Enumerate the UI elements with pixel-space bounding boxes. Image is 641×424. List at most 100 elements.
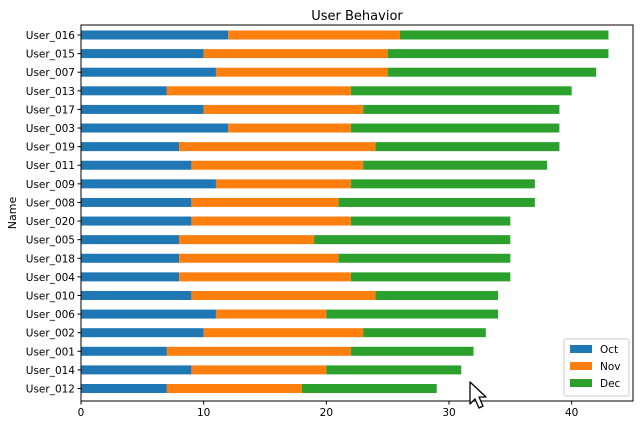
- bar-nov-user_007: [215, 67, 388, 77]
- bar-oct-user_013: [81, 86, 167, 96]
- bar-dec-user_020: [350, 216, 511, 226]
- bar-oct-user_005: [81, 235, 180, 245]
- bars-group: [81, 30, 609, 393]
- y-tick-label: User_003: [26, 123, 75, 135]
- bar-dec-user_012: [301, 384, 437, 393]
- bar-oct-user_017: [81, 104, 204, 114]
- y-tick-label: User_017: [26, 104, 75, 116]
- x-tick-label: 10: [197, 407, 210, 419]
- chart-title: User Behavior: [311, 9, 403, 24]
- legend-label-oct: Oct: [600, 344, 618, 356]
- bar-oct-user_010: [81, 290, 192, 300]
- bar-nov-user_019: [179, 142, 376, 152]
- bar-nov-user_015: [203, 49, 388, 59]
- x-tick-label: 40: [565, 407, 578, 419]
- y-tick-label: User_007: [26, 67, 75, 79]
- bar-oct-user_007: [81, 67, 216, 77]
- bar-nov-user_004: [179, 272, 351, 282]
- x-tick-label: 20: [320, 407, 333, 419]
- bar-dec-user_015: [387, 49, 609, 59]
- bar-nov-user_020: [191, 216, 351, 226]
- bar-nov-user_002: [203, 328, 364, 338]
- bar-dec-user_005: [314, 235, 511, 245]
- legend-label-dec: Dec: [600, 378, 621, 390]
- bar-dec-user_001: [350, 346, 474, 356]
- bar-dec-user_003: [350, 123, 560, 133]
- y-axis-label: Name: [6, 197, 19, 230]
- y-tick-label: User_019: [26, 142, 75, 154]
- bar-dec-user_014: [326, 365, 462, 375]
- legend-label-nov: Nov: [600, 361, 621, 373]
- bar-nov-user_013: [166, 86, 351, 96]
- y-tick-label: User_009: [26, 179, 75, 191]
- bar-nov-user_011: [191, 160, 364, 170]
- bar-dec-user_017: [363, 104, 560, 114]
- bar-dec-user_018: [338, 253, 511, 263]
- y-tick-label: User_002: [26, 328, 75, 340]
- y-tick-label: User_020: [26, 216, 75, 228]
- y-tick-label: User_008: [26, 197, 75, 209]
- bar-oct-user_014: [81, 365, 192, 375]
- bar-nov-user_006: [215, 309, 327, 319]
- bar-oct-user_016: [81, 30, 229, 40]
- mouse-pointer-icon: [469, 381, 487, 409]
- bar-oct-user_009: [81, 179, 216, 189]
- y-tick-label: User_004: [26, 272, 76, 284]
- bar-dec-user_019: [375, 142, 560, 152]
- bar-oct-user_003: [81, 123, 229, 133]
- legend-swatch-dec: [570, 379, 592, 387]
- bar-dec-user_002: [363, 328, 486, 338]
- bar-oct-user_020: [81, 216, 192, 226]
- bar-dec-user_011: [363, 160, 548, 170]
- y-tick-label: User_010: [26, 290, 75, 302]
- y-tick-label: User_015: [26, 49, 75, 61]
- x-tick-label: 0: [78, 407, 85, 419]
- x-ticks-group: 0 10 20 30 40: [78, 401, 578, 419]
- bar-dec-user_016: [399, 30, 609, 40]
- y-tick-label: User_014: [26, 365, 76, 377]
- bar-nov-user_010: [191, 290, 376, 300]
- bar-oct-user_018: [81, 253, 180, 263]
- bar-nov-user_018: [179, 253, 339, 263]
- y-tick-label: User_011: [26, 160, 75, 172]
- y-tick-label: User_018: [26, 253, 75, 265]
- legend: Oct Nov Dec: [563, 338, 630, 397]
- bar-oct-user_004: [81, 272, 180, 282]
- bar-nov-user_003: [228, 123, 351, 133]
- bar-nov-user_016: [228, 30, 400, 40]
- bar-dec-user_004: [350, 272, 511, 282]
- bar-nov-user_017: [203, 104, 364, 114]
- y-tick-label: User_001: [26, 346, 75, 358]
- bar-oct-user_002: [81, 328, 204, 338]
- legend-swatch-oct: [570, 345, 592, 353]
- y-tick-label: User_016: [26, 30, 76, 42]
- bar-dec-user_009: [350, 179, 535, 189]
- bar-dec-user_007: [387, 67, 597, 77]
- bar-nov-user_014: [191, 365, 327, 375]
- y-tick-label: User_013: [26, 86, 75, 98]
- plot-frame: [80, 24, 634, 402]
- bar-oct-user_006: [81, 309, 216, 319]
- bar-dec-user_008: [338, 197, 535, 207]
- x-tick-label: 30: [442, 407, 455, 419]
- bar-oct-user_012: [81, 384, 167, 393]
- bar-oct-user_001: [81, 346, 167, 356]
- y-tick-label: User_012: [26, 384, 75, 396]
- y-tick-label: User_006: [26, 309, 76, 321]
- bar-nov-user_008: [191, 197, 339, 207]
- y-tick-label: User_005: [26, 235, 75, 247]
- bar-dec-user_006: [326, 309, 499, 319]
- bar-nov-user_001: [166, 346, 351, 356]
- legend-swatch-nov: [570, 362, 592, 370]
- bar-nov-user_009: [215, 179, 351, 189]
- bar-nov-user_005: [179, 235, 315, 245]
- bar-dec-user_013: [350, 86, 572, 96]
- bar-nov-user_012: [166, 384, 302, 393]
- bar-oct-user_015: [81, 49, 204, 59]
- bar-oct-user_019: [81, 142, 180, 152]
- bar-oct-user_008: [81, 197, 192, 207]
- y-ticks-group: User_016 User_015 User_007 User_013 User_017…: [26, 30, 81, 396]
- bar-oct-user_011: [81, 160, 192, 170]
- bar-dec-user_010: [375, 290, 499, 300]
